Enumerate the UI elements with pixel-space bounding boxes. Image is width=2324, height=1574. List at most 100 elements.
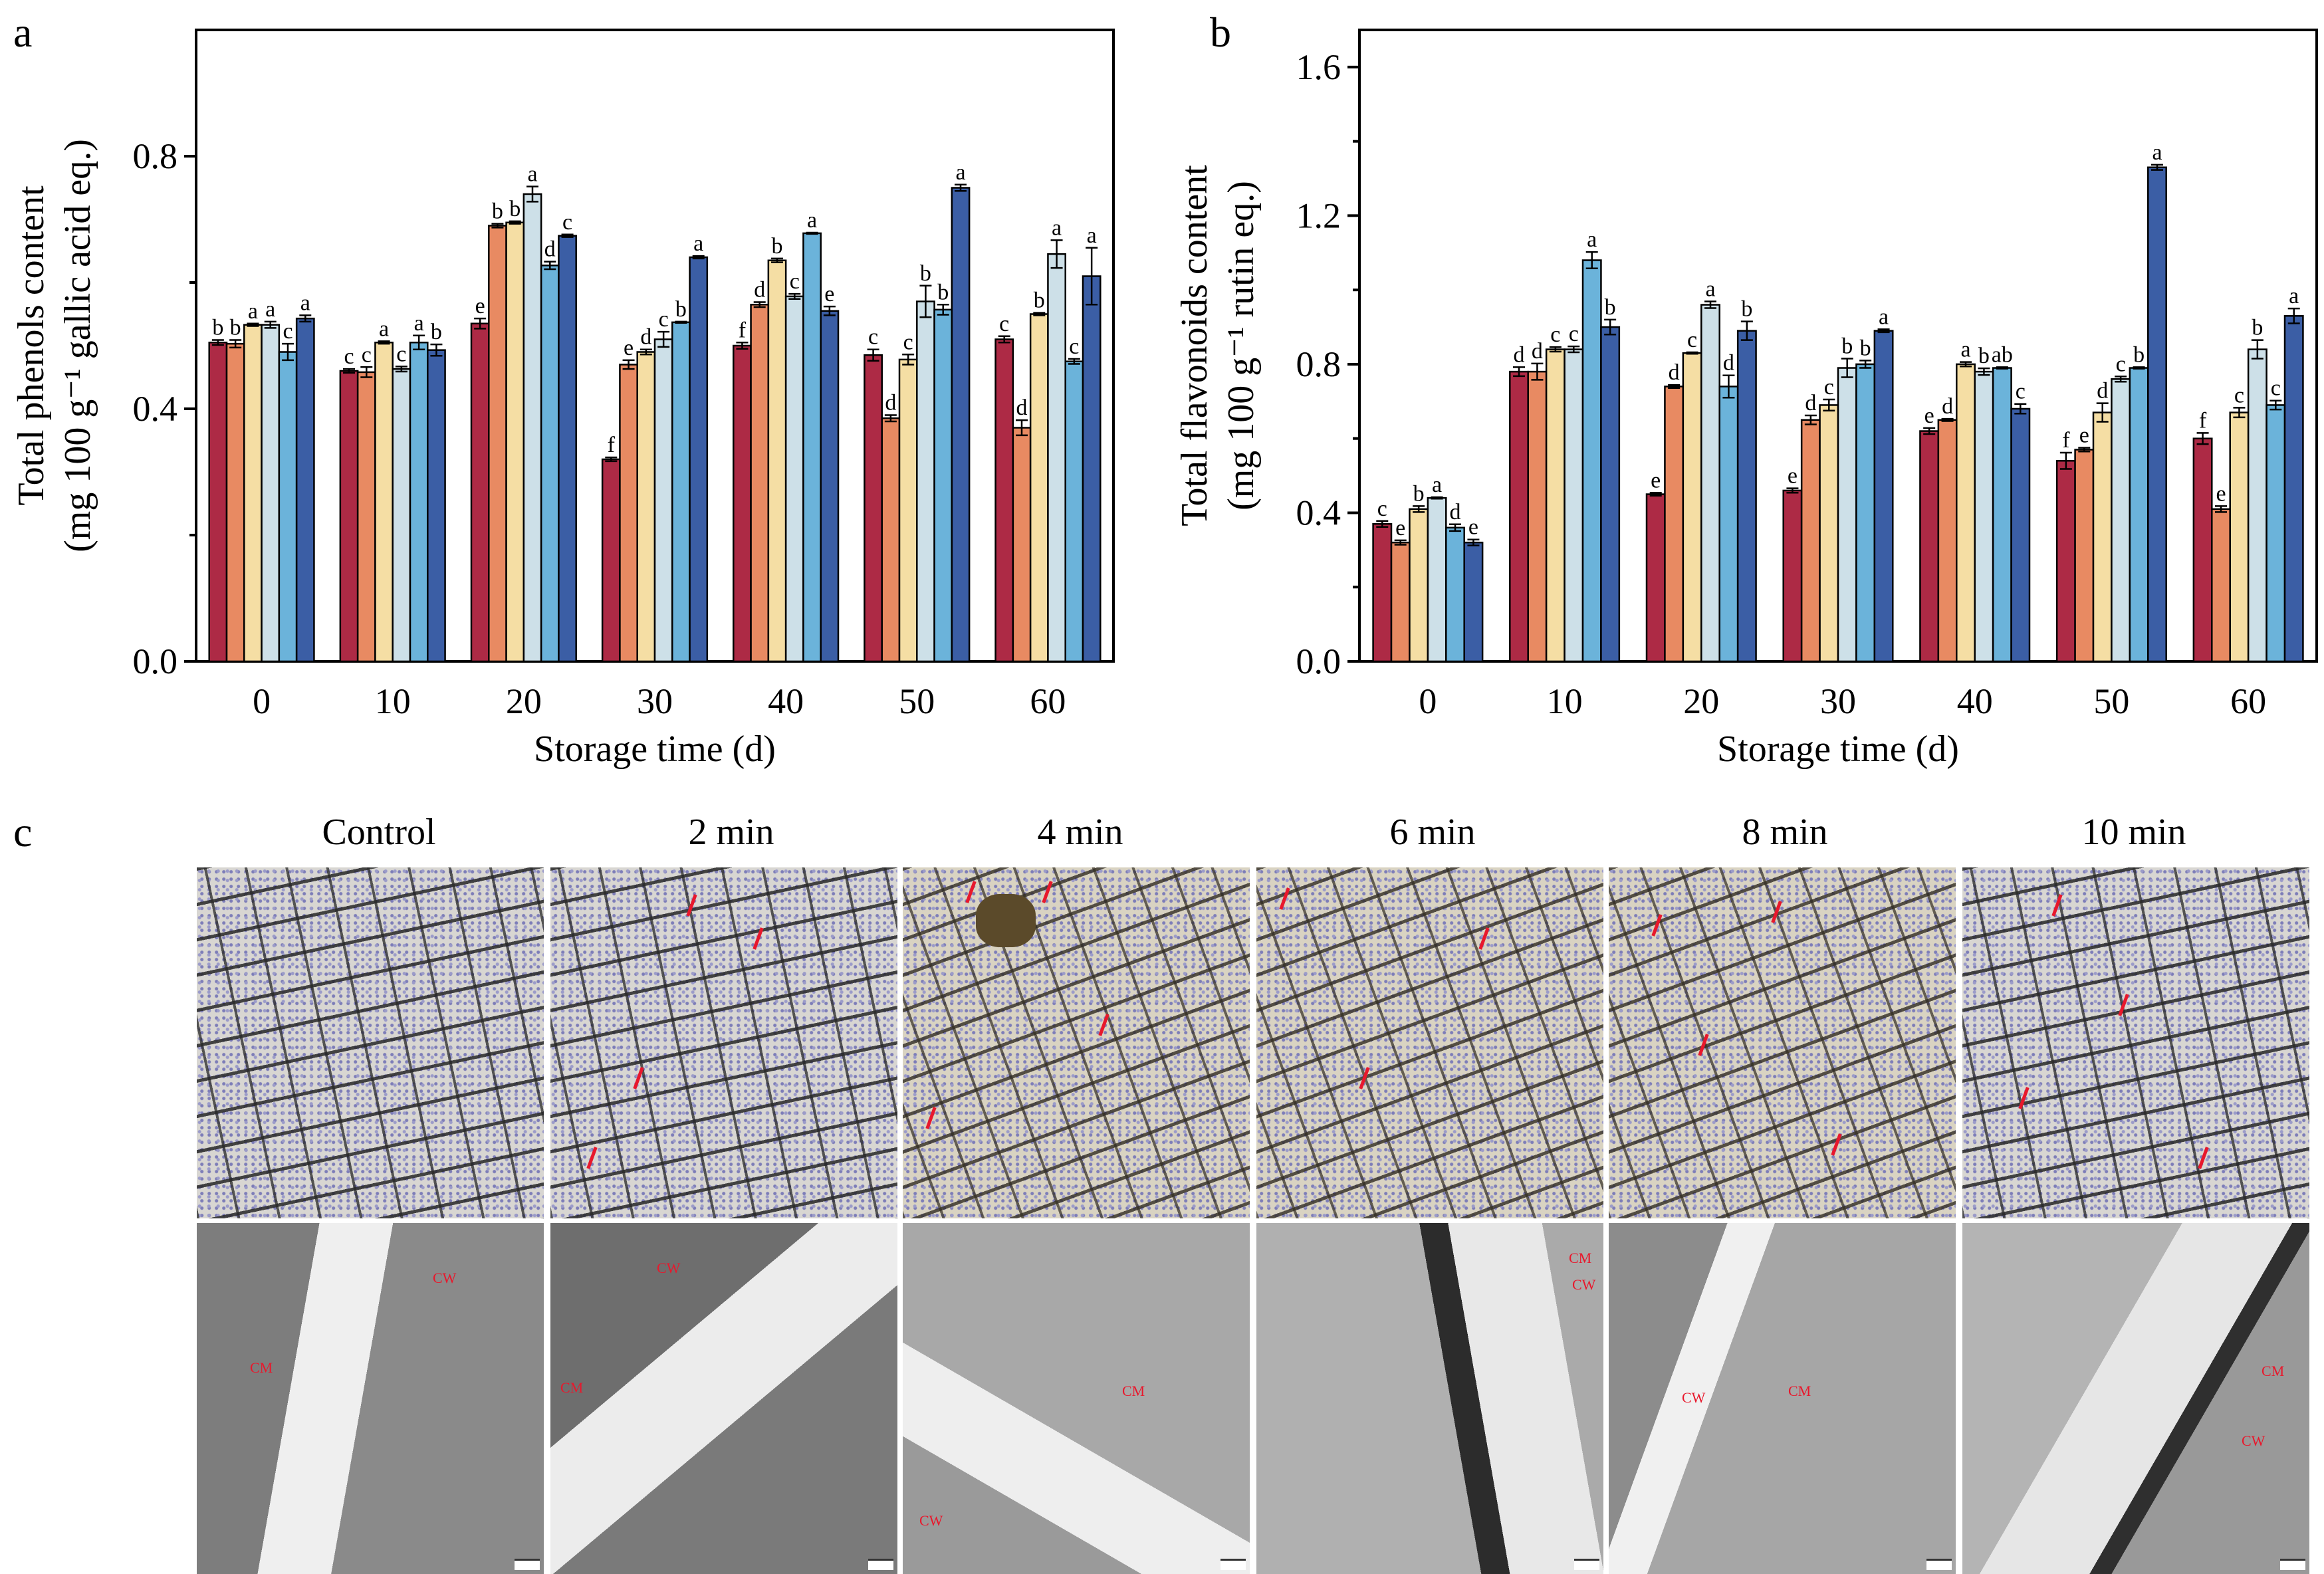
bar-6-min [2111,378,2131,663]
y-tick-label: 1.2 [1296,195,1341,235]
bar-6-min [1047,253,1066,663]
significance-letter: a [693,231,703,256]
x-tick-label: 40 [1957,681,1993,721]
bar-6-min [261,324,281,663]
significance-letter: c [999,312,1009,336]
bar-2-min [356,371,376,663]
significance-letter: e [475,294,485,318]
red-arrow-marker [586,1147,598,1169]
panel-letter-c: c [13,808,33,855]
bar-control [1509,370,1529,663]
tem-micrograph-8min: CW CM [1609,1223,1956,1574]
bar-6-min [523,193,542,663]
bar-4-min [2229,411,2250,663]
bar-6-min [653,338,673,663]
bar-6-min [1564,348,1584,663]
x-axis-label: Storage time (d) [1717,729,1959,770]
bar-6-min [784,295,804,663]
tem-micrograph-2min: CW CM [550,1223,897,1574]
significance-letter: d [544,237,556,262]
bar-control [2055,459,2076,663]
red-arrow-marker [1098,1014,1109,1036]
tem-label-cm: CM [250,1359,273,1376]
bar-10-min [1463,541,1484,663]
tem-label-cm: CM [1788,1383,1811,1399]
significance-letter: c [1824,375,1834,399]
bar-4-min [898,358,918,663]
red-arrow-marker [1359,1067,1370,1089]
significance-letter: a [807,208,817,233]
significance-letter: b [1978,344,1990,368]
bar-10-min [427,349,446,663]
bar-6-min [1837,367,1857,663]
x-tick-label: 20 [506,681,542,721]
significance-letter: c [362,342,372,367]
x-tick-label: 10 [375,681,411,721]
significance-letter: a [2289,284,2299,308]
red-arrow-marker [1042,881,1053,903]
bar-8-min [1718,386,1739,663]
red-arrow-marker [1478,927,1490,950]
scale-bar [515,1559,540,1570]
tem-label-cm: CM [2262,1363,2285,1379]
bar-8-min [540,265,560,663]
bar-8-min [1064,360,1084,663]
micro-title-control: Control [322,812,436,853]
red-arrow-marker [1698,1034,1709,1056]
tem-label-cw: CW [657,1260,681,1276]
significance-letter: c [2116,352,2126,376]
bar-4-min [636,351,656,663]
significance-letter: b [772,234,783,259]
y-tick-label: 0.0 [133,641,178,681]
bar-2-min [1012,427,1032,663]
tem-label-cm: CM [1122,1383,1145,1399]
significance-letter: f [2199,408,2207,433]
micro-title-4min: 4 min [1037,812,1123,853]
scale-bar [1574,1559,1599,1570]
significance-letter: e [1788,464,1798,489]
scale-bar [1926,1559,1952,1570]
significance-letter: a [1052,215,1062,240]
y-tick-label: 0.0 [1296,641,1341,681]
bar-6-min [1427,497,1447,663]
significance-letter: a [1705,277,1715,302]
significance-letter: b [1413,481,1425,506]
significance-letter: d [1450,500,1461,524]
bar-8-min [1855,363,1876,663]
y-axis-label-units: (mg 100 g⁻¹ gallic acid eq.) [57,139,98,552]
significance-letter: c [1377,497,1387,521]
significance-letter: c [1569,322,1579,346]
x-tick-label: 50 [899,681,935,721]
light-micrograph-10min [1962,867,2309,1218]
red-arrow-marker [1771,901,1782,923]
significance-letter: d [640,325,651,350]
significance-letter: c [868,325,878,350]
significance-letter: b [230,315,241,340]
tem-label-cm: CM [560,1379,584,1396]
significance-letter: b [675,297,687,322]
bar-control [733,344,752,663]
x-tick-label: 60 [1030,681,1066,721]
bar-control [1645,493,1666,663]
significance-letter: d [1669,360,1680,385]
bar-control [864,354,883,663]
red-arrow-marker [1651,914,1663,937]
significance-letter: c [903,330,913,354]
micro-title-10min: 10 min [2081,812,2186,853]
bar-10-min [2010,407,2031,663]
panel-letter-b: b [1210,9,1231,56]
bar-control [2192,437,2213,663]
bar-4-min [505,221,525,663]
bar-10-min [1873,330,1894,663]
bar-4-min [1682,352,1702,663]
significance-letter: e [2216,481,2226,506]
significance-letter: b [1841,334,1853,359]
bar-2-min [750,304,770,663]
bar-control [1919,430,1940,663]
significance-letter: d [1942,394,1953,419]
bar-control [208,342,228,663]
significance-letter: b [212,315,223,340]
x-tick-label: 0 [1419,681,1437,721]
tem-label-cw: CW [2242,1432,2266,1449]
bar-4-min [767,259,787,663]
